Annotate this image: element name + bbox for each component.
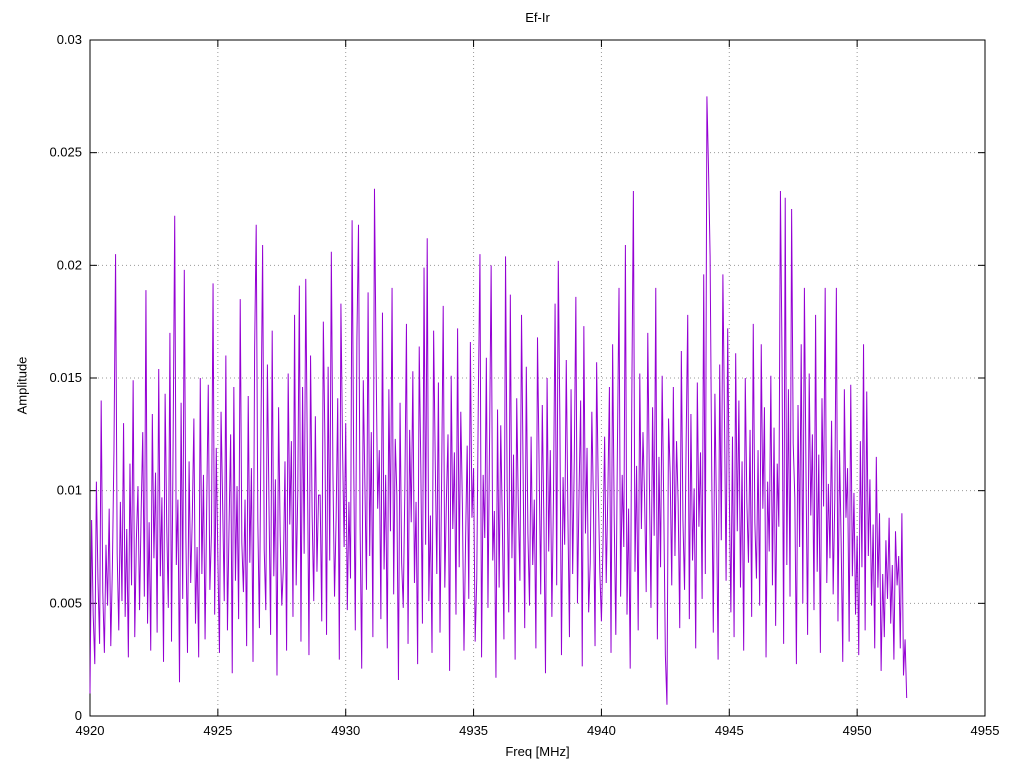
y-tick-label: 0.015	[49, 370, 82, 385]
y-tick-label: 0.03	[57, 32, 82, 47]
plot-border	[89, 39, 986, 717]
y-tick-label: 0	[75, 708, 82, 723]
y-tick-label: 0.02	[57, 257, 82, 272]
series-line	[89, 96, 908, 705]
x-axis-label: Freq [MHz]	[505, 744, 570, 759]
x-tick-label: 4955	[971, 723, 1000, 738]
y-tick-label: 0.005	[49, 595, 82, 610]
x-tick-label: 4930	[331, 723, 360, 738]
x-tick-label: 4935	[459, 723, 488, 738]
x-tick-label: 4950	[843, 723, 872, 738]
x-tick-label: 4920	[76, 723, 105, 738]
y-tick-label: 0.025	[49, 145, 82, 160]
chart-title: Ef-Ir	[525, 10, 550, 25]
x-tick-label: 4940	[587, 723, 616, 738]
y-tick-label: 0.01	[57, 483, 82, 498]
x-tick-label: 4945	[715, 723, 744, 738]
x-tick-label: 4925	[203, 723, 232, 738]
